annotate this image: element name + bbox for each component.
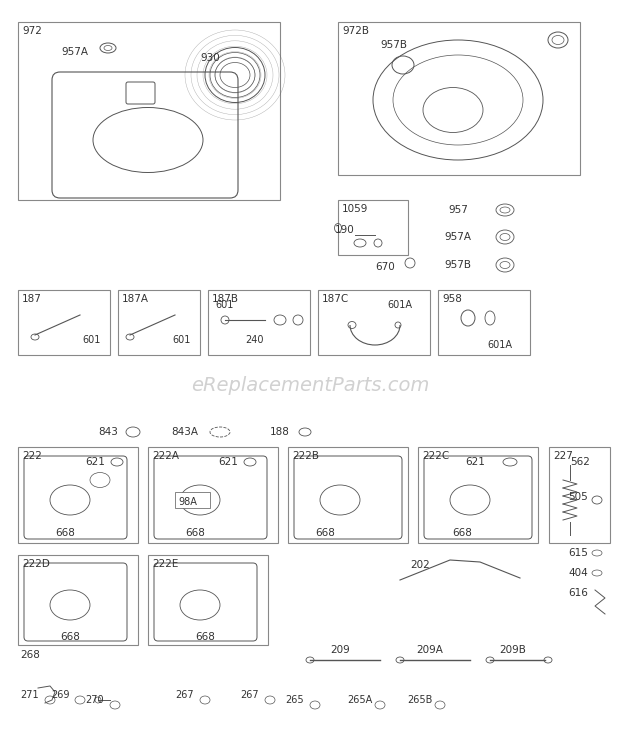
Bar (18, 555, 138, 645)
Text: 270: 270 (86, 695, 104, 705)
Text: 265: 265 (286, 695, 304, 705)
Text: 222E: 222E (152, 559, 179, 569)
Text: 265B: 265B (407, 695, 433, 705)
Text: eReplacementParts.com: eReplacementParts.com (191, 376, 429, 394)
Text: 601: 601 (216, 300, 234, 310)
Bar (175, 492, 210, 508)
Text: 668: 668 (55, 528, 75, 538)
Text: 668: 668 (195, 632, 215, 642)
Text: 601: 601 (173, 335, 191, 345)
Text: 187C: 187C (322, 294, 349, 304)
Bar (318, 290, 430, 355)
Text: 209A: 209A (417, 645, 443, 655)
Text: 404: 404 (568, 568, 588, 578)
Text: 268: 268 (20, 650, 40, 660)
Text: 601A: 601A (388, 300, 412, 310)
Text: 269: 269 (51, 690, 69, 700)
Text: 562: 562 (570, 457, 590, 467)
Text: 957B: 957B (445, 260, 471, 270)
Text: 222D: 222D (22, 559, 50, 569)
Text: 668: 668 (60, 632, 80, 642)
Text: 972: 972 (22, 26, 42, 36)
Text: 616: 616 (568, 588, 588, 598)
Bar (148, 447, 278, 543)
Bar (18, 290, 110, 355)
Text: 670: 670 (375, 262, 395, 272)
Text: 621: 621 (85, 457, 105, 467)
Text: 187: 187 (22, 294, 42, 304)
Text: 187B: 187B (212, 294, 239, 304)
Text: 621: 621 (218, 457, 238, 467)
Text: 957B: 957B (381, 40, 407, 50)
Bar (118, 290, 200, 355)
Text: 271: 271 (20, 690, 39, 700)
Bar (338, 22, 580, 175)
Text: 240: 240 (246, 335, 264, 345)
Text: 209B: 209B (500, 645, 526, 655)
Bar (549, 447, 610, 543)
Text: 668: 668 (452, 528, 472, 538)
Text: 601A: 601A (487, 340, 513, 350)
Text: 267: 267 (175, 690, 194, 700)
Bar (208, 290, 310, 355)
Text: 188: 188 (270, 427, 290, 437)
Text: 267: 267 (241, 690, 259, 700)
Text: 222B: 222B (292, 451, 319, 461)
Text: 227: 227 (553, 451, 573, 461)
Text: 957A: 957A (445, 232, 471, 242)
Text: 958: 958 (442, 294, 462, 304)
Text: 930: 930 (200, 53, 220, 63)
Text: 668: 668 (315, 528, 335, 538)
Text: 222A: 222A (152, 451, 179, 461)
Text: 222: 222 (22, 451, 42, 461)
Text: 621: 621 (465, 457, 485, 467)
Text: 202: 202 (410, 560, 430, 570)
Text: 222C: 222C (422, 451, 450, 461)
Text: 668: 668 (185, 528, 205, 538)
Text: 601: 601 (83, 335, 101, 345)
Text: 187A: 187A (122, 294, 149, 304)
Text: 843: 843 (98, 427, 118, 437)
Text: 505: 505 (568, 492, 588, 502)
Bar (148, 555, 268, 645)
Bar (288, 447, 408, 543)
Text: 615: 615 (568, 548, 588, 558)
Text: 265A: 265A (347, 695, 373, 705)
Bar (438, 290, 530, 355)
Text: 843A: 843A (172, 427, 198, 437)
Bar (18, 447, 138, 543)
Bar (418, 447, 538, 543)
Text: 1059: 1059 (342, 204, 368, 214)
Text: 957: 957 (448, 205, 468, 215)
Bar (338, 200, 408, 255)
Text: 972B: 972B (342, 26, 369, 36)
Bar (18, 22, 280, 200)
Text: 190: 190 (335, 225, 355, 235)
Text: 98A: 98A (178, 497, 197, 507)
Text: 957A: 957A (61, 47, 89, 57)
Text: 209: 209 (330, 645, 350, 655)
